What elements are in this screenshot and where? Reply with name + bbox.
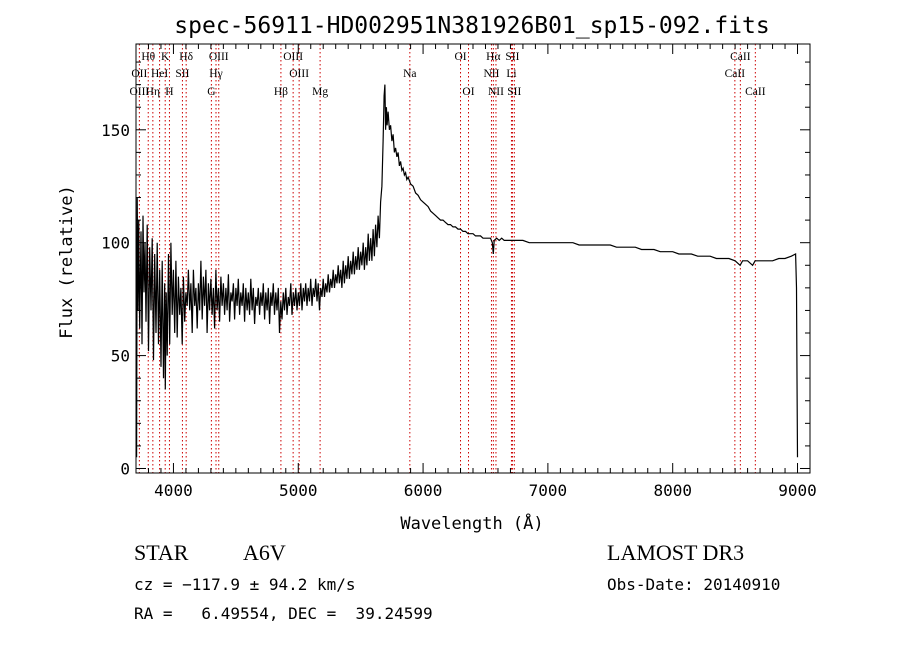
annotation-label: Na (403, 68, 416, 80)
annotation-label: OIII (289, 68, 309, 80)
annotation-label: OI (454, 51, 466, 63)
annotation-label: Mg (312, 86, 328, 98)
annotation-label: Hδ (179, 51, 193, 63)
annotation-label: SII (505, 51, 519, 63)
annotation-label: NII (483, 68, 499, 80)
spectrum-line (136, 84, 799, 458)
annotation-label: NII (488, 86, 504, 98)
annotation-label: CaII (725, 68, 746, 80)
annotation-label: Li (506, 68, 516, 80)
annotation-label: Hθ (141, 51, 155, 63)
y-tick-label: 100 (101, 234, 130, 253)
annotation-label: OIII (129, 86, 149, 98)
x-tick-label: 5000 (279, 481, 318, 500)
y-axis: 0 50 100 150 (101, 61, 810, 478)
annotation-label: K (161, 51, 170, 63)
y-tick-label: 150 (101, 121, 130, 140)
chart-title: spec-56911-HD002951N381926B01_sp15-092.f… (174, 13, 769, 39)
annotation-label: Hβ (274, 86, 288, 98)
annotation-label: CaII (745, 86, 766, 98)
x-tick-label: 8000 (653, 481, 692, 500)
annotation-label: OIII (283, 51, 303, 63)
annotation-label: OI (462, 86, 474, 98)
annotation-label: SII (175, 68, 189, 80)
annotation-label: Hη (146, 86, 160, 98)
annotation-label: OII (131, 68, 147, 80)
y-tick-label: 0 (120, 459, 130, 478)
x-axis: 4000 5000 6000 7000 8000 9000 (135, 44, 817, 500)
annotation-label: Hα (486, 51, 500, 63)
x-tick-label: 4000 (154, 481, 193, 500)
y-tick-label: 50 (111, 347, 130, 366)
plot-frame (135, 43, 811, 474)
x-tick-label: 6000 (404, 481, 443, 500)
observation-date: Obs-Date: 20140910 (607, 575, 781, 594)
line-markers (138, 44, 756, 473)
annotation-label: CaII (730, 51, 751, 63)
x-tick-label: 9000 (778, 481, 817, 500)
object-class: STAR (134, 540, 189, 565)
annotation-label: OIII (209, 51, 229, 63)
survey-name: LAMOST DR3 (607, 540, 745, 565)
x-tick-label: 7000 (529, 481, 568, 500)
y-axis-label: Flux (relative) (57, 185, 77, 339)
x-axis-label: Wavelength (Å) (400, 512, 543, 534)
annotation-label: Hγ (209, 68, 222, 80)
redshift-velocity: cz = −117.9 ± 94.2 km/s (134, 575, 356, 594)
annotation-label: H (165, 86, 173, 98)
coordinates: RA = 6.49554, DEC = 39.24599 (134, 604, 433, 623)
annotation-label: SII (507, 86, 521, 98)
subclass: A6V (243, 540, 286, 565)
annotation-label: G (207, 86, 215, 98)
annotation-label: HeI (151, 68, 168, 80)
